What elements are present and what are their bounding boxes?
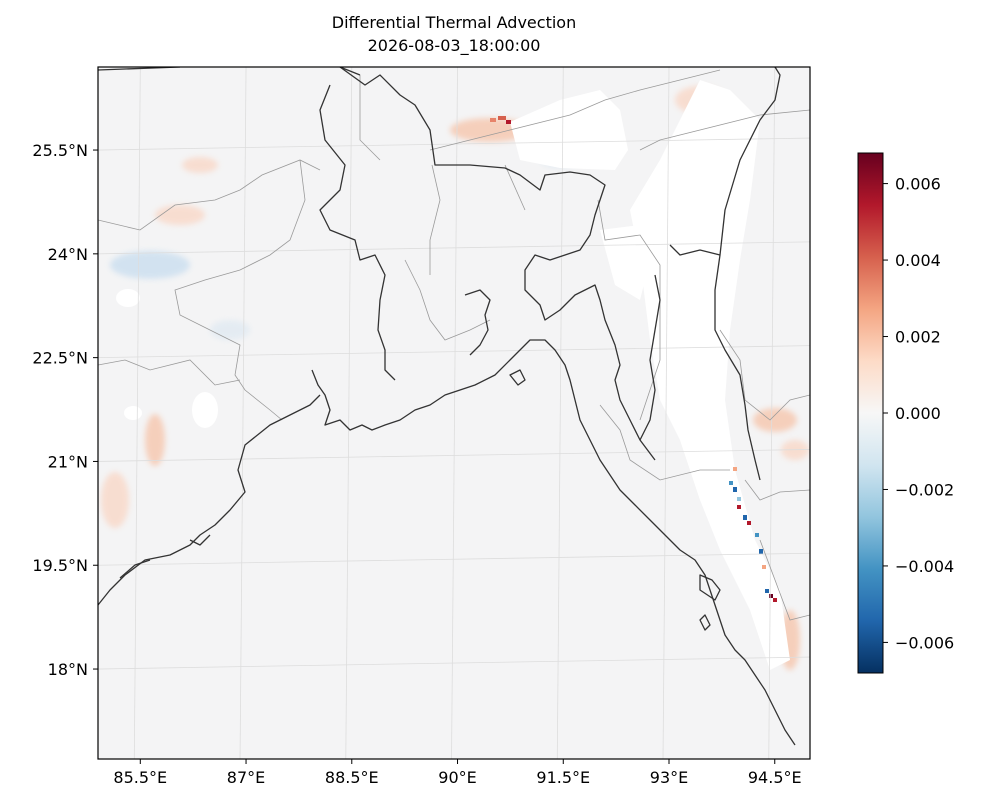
gridline-lon <box>662 67 670 759</box>
map-frame <box>97 66 811 760</box>
lon-tick-label: 91.5°E <box>536 768 590 787</box>
lat-tick-label: 19.5°N <box>32 556 88 575</box>
gridline-lat <box>98 241 810 255</box>
coastline <box>699 574 721 601</box>
colorbar-tick-label: 0.000 <box>895 404 941 423</box>
gridline-lon <box>133 67 141 759</box>
anomaly-cell <box>506 120 511 124</box>
colorbar <box>857 152 884 674</box>
state-boundary <box>639 109 810 151</box>
anomaly-cell <box>733 487 737 492</box>
colorbar-axis: 0.006 0.004 0.002 0.000 −0.002 −0.004 −0.006 <box>883 175 954 652</box>
gridline-lon <box>451 67 458 759</box>
map-timestamp: 2026-08-03_18:00:00 <box>367 36 541 55</box>
state-boundaries <box>98 69 810 621</box>
country-border <box>319 84 396 381</box>
lon-tick-label: 90°E <box>438 768 476 787</box>
country-border <box>339 67 656 461</box>
coastline-and-borders <box>98 67 796 746</box>
colorbar-tick-label: −0.002 <box>895 480 954 499</box>
masked-region <box>510 90 628 170</box>
lat-tick-label: 22.5°N <box>32 349 88 368</box>
anomaly-cell <box>773 598 777 602</box>
anomaly-cell <box>762 565 766 569</box>
lon-tick-label: 88.5°E <box>325 768 379 787</box>
map-title: Differential Thermal Advection <box>331 13 577 32</box>
gridline-lat <box>98 345 810 359</box>
coastline <box>509 369 526 386</box>
anomaly-cell <box>737 505 741 509</box>
latitude-axis: 25.5°N 24°N 22.5°N 21°N 19.5°N 18°N <box>32 141 98 679</box>
lat-tick-label: 18°N <box>48 660 88 679</box>
colorbar-tick-label: 0.002 <box>895 328 941 347</box>
anomaly-cell <box>747 521 751 525</box>
state-boundary <box>359 75 381 161</box>
state-boundary <box>98 159 321 231</box>
colorbar-tick-label: −0.004 <box>895 557 954 576</box>
anomaly-cell <box>755 533 759 537</box>
anomaly <box>145 414 165 466</box>
state-boundary <box>759 539 810 621</box>
country-border <box>339 67 361 76</box>
masked-region <box>192 392 218 428</box>
anomaly-cell <box>737 497 741 501</box>
gridline-lon <box>239 67 247 759</box>
anomaly <box>753 408 797 432</box>
anomaly-cell <box>743 515 747 520</box>
anomaly-cell <box>490 118 496 122</box>
anomaly <box>101 472 129 528</box>
lat-tick-label: 25.5°N <box>32 141 88 160</box>
coastline <box>699 614 711 631</box>
gridline-lon <box>556 67 564 759</box>
state-boundary <box>719 329 810 421</box>
country-border <box>639 274 661 441</box>
state-boundary <box>504 164 526 211</box>
masked-region <box>600 225 650 300</box>
lon-tick-label: 85.5°E <box>113 768 167 787</box>
anomaly <box>155 205 205 225</box>
state-boundary <box>98 359 241 386</box>
gridline-lon <box>345 67 353 759</box>
state-boundary <box>599 404 730 481</box>
masked-region <box>116 289 140 307</box>
state-boundary <box>174 159 306 421</box>
gridlines <box>98 67 810 759</box>
anomaly-cell <box>733 467 737 471</box>
colorbar-tick-label: −0.006 <box>895 633 954 652</box>
coastline <box>119 559 151 579</box>
gridline-lat <box>98 449 810 462</box>
coastline <box>189 534 211 546</box>
country-border <box>714 254 761 481</box>
anomaly-cell <box>498 116 506 120</box>
lon-tick-label: 93°E <box>650 768 688 787</box>
masked-region <box>124 406 142 420</box>
lat-tick-label: 21°N <box>48 452 88 471</box>
anomaly <box>182 157 218 173</box>
coastline <box>311 339 796 746</box>
state-boundary <box>429 164 441 275</box>
coastline <box>464 289 491 356</box>
gridline-lat <box>98 552 810 566</box>
anomaly-cell <box>765 589 769 593</box>
colorbar-tick-label: 0.004 <box>895 251 941 270</box>
gridline-lon <box>768 67 776 759</box>
lon-tick-label: 87°E <box>227 768 265 787</box>
state-boundary <box>744 479 810 501</box>
anomaly-cell <box>769 594 773 598</box>
state-boundary <box>429 69 721 151</box>
anomaly-cell <box>729 481 733 485</box>
anomaly-cell <box>759 549 763 554</box>
longitude-axis: 85.5°E 87°E 88.5°E 90°E 91.5°E 93°E 94.5°E <box>113 759 802 787</box>
lon-tick-label: 94.5°E <box>748 768 802 787</box>
colorbar-tick-label: 0.006 <box>895 175 941 194</box>
state-boundary <box>597 199 661 421</box>
anomaly <box>110 251 190 279</box>
lat-tick-label: 24°N <box>48 245 88 264</box>
country-border <box>669 67 781 256</box>
coastline <box>98 394 321 606</box>
strong-anomaly-cells <box>490 116 777 602</box>
gridline-lat <box>98 656 810 670</box>
state-boundary <box>404 259 491 341</box>
